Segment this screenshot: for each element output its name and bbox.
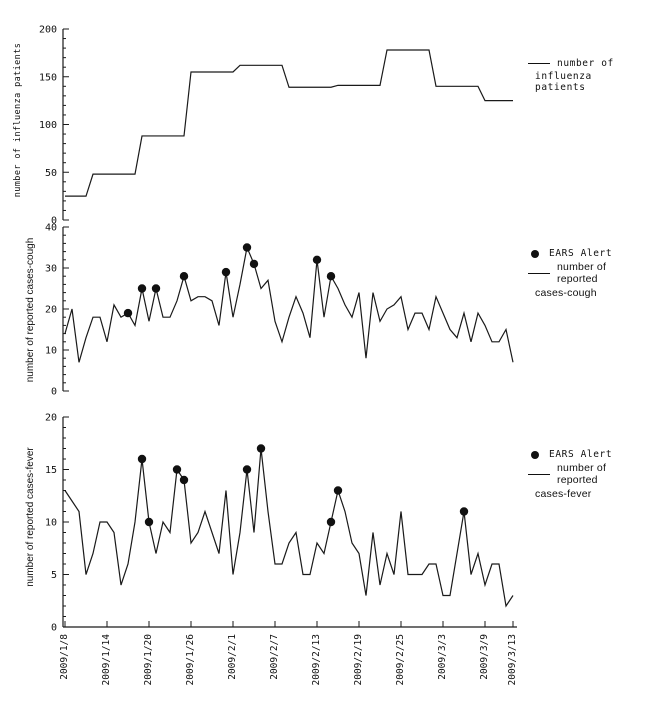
influenza-legend-label: number of xyxy=(557,58,614,69)
x-tick-label: 2009/2/19 xyxy=(353,634,364,686)
fever-y-tick-label: 10 xyxy=(45,518,57,529)
x-tick-label: 2009/1/20 xyxy=(143,634,154,686)
line-symbol-icon xyxy=(528,473,550,475)
cough-y-axis-title: number of reported cases-cough xyxy=(25,237,36,383)
cough-y-tick-label: 20 xyxy=(45,305,57,316)
cough-ears-alert-dot xyxy=(137,284,147,293)
cough-y-tick-label: 30 xyxy=(45,264,57,275)
x-tick-label: 2009/3/9 xyxy=(479,634,490,680)
alert-dot-icon xyxy=(531,249,539,258)
fever-ears-alert-dot xyxy=(179,475,189,485)
x-tick-label: 2009/1/14 xyxy=(101,634,112,686)
influenza-y-tick-label: 200 xyxy=(39,25,57,36)
fever-ears-alert-dot xyxy=(242,465,252,474)
influenza-legend: number of influenza patients xyxy=(528,58,647,95)
x-tick-label: 2009/2/25 xyxy=(395,634,406,686)
influenza-y-tick-label: 100 xyxy=(39,120,57,131)
influenza-y-axis-title: number of influenza patients xyxy=(13,42,23,198)
x-tick-label: 2009/3/3 xyxy=(437,634,448,680)
cough-ears-alert-dot xyxy=(123,308,133,318)
fever-y-axis-title: number of reported cases-fever xyxy=(25,447,36,587)
cough-legend: EARS Alert number of reported cases-coug… xyxy=(528,248,647,301)
cough-ears-alert-dot xyxy=(249,259,259,269)
influenza-y-tick-label: 0 xyxy=(51,216,57,227)
x-tick-label: 2009/2/13 xyxy=(311,634,322,686)
fever-y-tick-label: 15 xyxy=(45,465,57,476)
x-tick-label: 2009/3/13 xyxy=(507,634,518,686)
influenza-y-tick-label: 50 xyxy=(45,168,57,179)
cough-y-tick-label: 10 xyxy=(45,346,57,357)
cough-y-tick-label: 40 xyxy=(45,223,57,234)
fever-ears-alert-dot xyxy=(144,517,154,527)
fever-ears-alert-dot xyxy=(326,517,336,527)
cough-alert-legend-label: EARS Alert xyxy=(549,248,613,259)
cough-ears-alert-dot xyxy=(326,272,336,281)
x-tick-label: 2009/1/26 xyxy=(185,634,196,686)
fever-ears-alert-dot xyxy=(256,444,266,453)
cough-series-line xyxy=(64,245,514,363)
influenza-legend-label-wrap: influenza patients xyxy=(535,71,592,93)
fever-legend: EARS Alert number of reported cases-feve… xyxy=(528,449,647,502)
fever-ears-alert-dot xyxy=(172,465,182,474)
cough-ears-alert-dot xyxy=(242,243,252,252)
fever-y-tick-label: 5 xyxy=(51,570,57,581)
x-tick-label: 2009/1/8 xyxy=(59,634,70,680)
fever-ears-alert-dot xyxy=(137,454,147,464)
fever-ears-alert-dot xyxy=(333,486,343,495)
cough-ears-alert-dot xyxy=(151,284,161,293)
fever-y-tick-label: 0 xyxy=(51,623,57,634)
fever-series-line xyxy=(64,448,514,608)
line-symbol-icon xyxy=(528,63,550,64)
cough-legend-label: number of reported xyxy=(557,261,607,285)
cough-ears-alert-dot xyxy=(221,267,231,277)
x-tick-label: 2009/2/1 xyxy=(227,634,238,680)
line-symbol-icon xyxy=(528,272,550,274)
fever-alert-legend-label: EARS Alert xyxy=(549,449,613,460)
cough-legend-label-wrap: cases-cough xyxy=(535,287,597,299)
fever-legend-label-wrap: cases-fever xyxy=(535,488,592,500)
fever-ears-alert-dot xyxy=(459,507,469,516)
influenza-y-tick-label: 150 xyxy=(39,72,57,83)
fever-legend-label: number of reported xyxy=(557,462,607,486)
cough-y-tick-label: 0 xyxy=(51,387,57,398)
cough-ears-alert-dot xyxy=(312,255,322,264)
fever-y-tick-label: 20 xyxy=(45,413,57,424)
x-tick-label: 2009/2/7 xyxy=(269,634,280,680)
influenza-series-line xyxy=(65,49,513,197)
cough-ears-alert-dot xyxy=(179,272,189,281)
alert-dot-icon xyxy=(531,450,539,459)
